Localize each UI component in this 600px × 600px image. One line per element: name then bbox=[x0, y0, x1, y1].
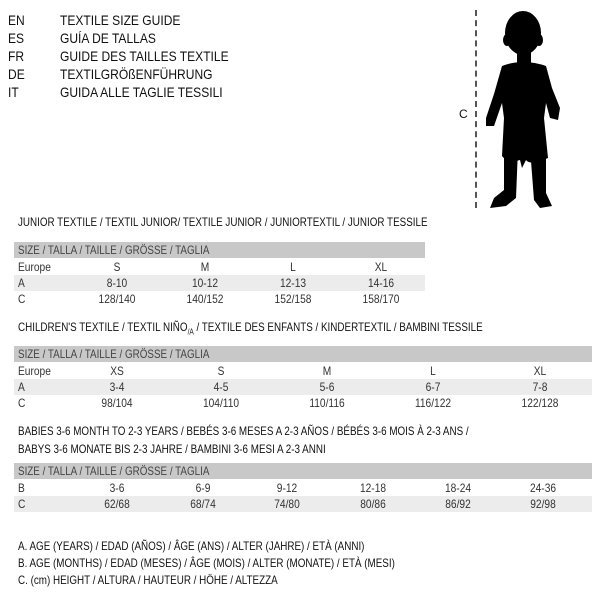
lang-code-fr: FR bbox=[8, 48, 25, 64]
table-row: C 98/104 104/110 110/116 116/122 122/128 bbox=[14, 395, 592, 411]
babies-section-title-line1: BABIES 3-6 MONTH TO 2-3 YEARS / BEBÉS 3-… bbox=[18, 424, 469, 438]
table-row: Europe S M L XL bbox=[14, 259, 425, 275]
row-label: C bbox=[18, 396, 26, 410]
table-cell: 110/116 bbox=[309, 396, 345, 410]
table-cell: L bbox=[430, 364, 436, 378]
child-silhouette-icon bbox=[486, 11, 560, 208]
table-cell: 3-6 bbox=[109, 481, 125, 495]
lang-title-en: TEXTILE SIZE GUIDE bbox=[60, 12, 181, 28]
legend-c: C. (cm) HEIGHT / ALTURA / HAUTEUR / HÖHE… bbox=[18, 573, 278, 587]
table-cell: 10-12 bbox=[191, 276, 219, 290]
row-label: B bbox=[18, 481, 25, 495]
table-cell: 6-7 bbox=[425, 380, 441, 394]
table-row: C 128/140 140/152 152/158 158/170 bbox=[14, 291, 425, 307]
table-cell: 158/170 bbox=[362, 292, 400, 306]
table-cell: 92/98 bbox=[530, 497, 556, 511]
height-measure-label: C bbox=[459, 107, 468, 121]
row-label: A bbox=[18, 380, 25, 394]
lang-title-es: GUÍA DE TALLAS bbox=[60, 30, 156, 46]
height-measure-line bbox=[475, 10, 477, 208]
table-cell: 80/86 bbox=[360, 497, 386, 511]
table-cell: S bbox=[113, 260, 121, 274]
table-cell: 7-8 bbox=[532, 380, 548, 394]
title-part: / TEXTILE DES ENFANTS / KINDERTEXTIL / B… bbox=[193, 320, 483, 334]
table-cell: 5-6 bbox=[319, 380, 335, 394]
title-part: CHILDREN'S TEXTILE / TEXTIL NIÑO bbox=[18, 320, 188, 334]
children-section-title: CHILDREN'S TEXTILE / TEXTIL NIÑO/A / TEX… bbox=[18, 320, 483, 336]
table-row: A 8-10 10-12 12-13 14-16 bbox=[14, 275, 425, 291]
table-row: C 62/68 68/74 74/80 80/86 86/92 92/98 bbox=[14, 496, 592, 512]
table-cell: 12-13 bbox=[279, 276, 307, 290]
table-row: A 3-4 4-5 5-6 6-7 7-8 bbox=[14, 379, 592, 395]
table-cell: M bbox=[322, 364, 332, 378]
table-row: Europe XS S M L XL bbox=[14, 363, 592, 379]
table-cell: 4-5 bbox=[213, 380, 229, 394]
lang-title-de: TEXTILGRÖßENFÜHRUNG bbox=[60, 66, 213, 82]
table-row: B 3-6 6-9 9-12 12-18 18-24 24-36 bbox=[14, 480, 592, 496]
title-subscript: /A bbox=[187, 327, 194, 337]
legend-b: B. AGE (MONTHS) / EDAD (MESES) / ÂGE (MO… bbox=[18, 556, 395, 570]
lang-code-es: ES bbox=[8, 30, 25, 46]
lang-code-it: IT bbox=[8, 84, 19, 100]
table-header-label: SIZE / TALLA / TAILLE / GRÖSSE / TAGLIA bbox=[18, 243, 210, 257]
table-cell: 74/80 bbox=[274, 497, 300, 511]
table-cell: 152/158 bbox=[274, 292, 312, 306]
table-cell: L bbox=[290, 260, 296, 274]
row-label: Europe bbox=[18, 260, 51, 274]
table-header: SIZE / TALLA / TAILLE / GRÖSSE / TAGLIA bbox=[14, 242, 425, 258]
table-cell: 68/74 bbox=[190, 497, 216, 511]
table-cell: XL bbox=[374, 260, 388, 274]
junior-size-table: SIZE / TALLA / TAILLE / GRÖSSE / TAGLIA … bbox=[14, 242, 425, 307]
lang-code-en: EN bbox=[8, 12, 25, 28]
table-cell: 128/140 bbox=[98, 292, 136, 306]
table-cell: 3-4 bbox=[109, 380, 125, 394]
table-cell: 116/122 bbox=[414, 396, 452, 410]
table-cell: 98/104 bbox=[101, 396, 133, 410]
table-cell: S bbox=[217, 364, 225, 378]
junior-section-title: JUNIOR TEXTILE / TEXTIL JUNIOR/ TEXTILE … bbox=[18, 215, 428, 229]
table-header: SIZE / TALLA / TAILLE / GRÖSSE / TAGLIA bbox=[14, 346, 592, 362]
table-cell: XS bbox=[110, 364, 124, 378]
row-label: A bbox=[18, 276, 25, 290]
table-cell: M bbox=[200, 260, 210, 274]
table-cell: 140/152 bbox=[186, 292, 224, 306]
table-cell: 122/128 bbox=[521, 396, 559, 410]
table-cell: 86/92 bbox=[445, 497, 471, 511]
table-cell: 104/110 bbox=[202, 396, 240, 410]
lang-title-it: GUIDA ALLE TAGLIE TESSILI bbox=[60, 84, 223, 100]
table-cell: 9-12 bbox=[276, 481, 298, 495]
lang-code-de: DE bbox=[8, 66, 25, 82]
table-cell: 14-16 bbox=[367, 276, 395, 290]
babies-section-title-line2: BABYS 3-6 MONATE BIS 2-3 JAHRE / BAMBINI… bbox=[18, 442, 326, 456]
table-cell: 8-10 bbox=[106, 276, 128, 290]
table-header: SIZE / TALLA / TAILLE / GRÖSSE / TAGLIA bbox=[14, 463, 592, 479]
row-label: C bbox=[18, 292, 26, 306]
table-header-label: SIZE / TALLA / TAILLE / GRÖSSE / TAGLIA bbox=[18, 347, 210, 361]
row-label: Europe bbox=[18, 364, 51, 378]
table-cell: 6-9 bbox=[195, 481, 211, 495]
legend-a: A. AGE (YEARS) / EDAD (AÑOS) / ÂGE (ANS)… bbox=[18, 539, 365, 553]
table-cell: XL bbox=[533, 364, 547, 378]
table-cell: 24-36 bbox=[529, 481, 557, 495]
lang-title-fr: GUIDE DES TAILLES TEXTILE bbox=[60, 48, 229, 64]
table-cell: 12-18 bbox=[359, 481, 387, 495]
table-cell: 62/68 bbox=[104, 497, 130, 511]
babies-size-table: SIZE / TALLA / TAILLE / GRÖSSE / TAGLIA … bbox=[14, 463, 592, 512]
table-cell: 18-24 bbox=[444, 481, 472, 495]
table-header-label: SIZE / TALLA / TAILLE / GRÖSSE / TAGLIA bbox=[18, 464, 210, 478]
children-size-table: SIZE / TALLA / TAILLE / GRÖSSE / TAGLIA … bbox=[14, 346, 592, 411]
row-label: C bbox=[18, 497, 26, 511]
